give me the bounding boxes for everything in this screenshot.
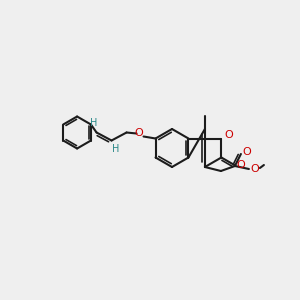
Text: O: O — [134, 128, 143, 137]
Text: O: O — [242, 147, 251, 157]
Text: H: H — [112, 145, 119, 154]
Text: O: O — [237, 160, 246, 170]
Text: H: H — [90, 118, 97, 128]
Text: O: O — [224, 130, 233, 140]
Text: O: O — [250, 164, 259, 174]
